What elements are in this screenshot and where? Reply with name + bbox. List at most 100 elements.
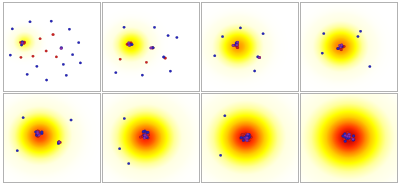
Circle shape xyxy=(346,137,348,140)
Circle shape xyxy=(127,43,130,46)
Circle shape xyxy=(343,45,345,48)
Circle shape xyxy=(146,133,149,135)
Circle shape xyxy=(68,28,71,30)
Circle shape xyxy=(344,140,347,142)
Circle shape xyxy=(151,47,154,49)
Circle shape xyxy=(36,132,39,134)
Circle shape xyxy=(129,44,131,46)
Circle shape xyxy=(118,148,121,150)
Circle shape xyxy=(248,133,250,136)
Circle shape xyxy=(234,44,237,46)
Circle shape xyxy=(162,56,165,58)
Circle shape xyxy=(146,136,148,139)
Circle shape xyxy=(236,41,239,44)
Circle shape xyxy=(36,132,39,135)
Circle shape xyxy=(348,138,351,140)
Circle shape xyxy=(346,136,348,138)
Circle shape xyxy=(258,56,261,59)
Circle shape xyxy=(348,133,350,136)
Circle shape xyxy=(169,70,172,72)
Circle shape xyxy=(22,116,24,119)
Circle shape xyxy=(176,36,178,39)
Circle shape xyxy=(244,137,247,139)
Circle shape xyxy=(224,115,226,117)
Circle shape xyxy=(348,137,350,139)
Circle shape xyxy=(236,44,239,46)
Circle shape xyxy=(336,47,339,50)
Circle shape xyxy=(246,138,249,140)
Circle shape xyxy=(219,154,222,156)
Circle shape xyxy=(59,141,62,144)
Circle shape xyxy=(345,133,348,135)
Circle shape xyxy=(347,137,350,139)
Circle shape xyxy=(346,135,349,138)
Circle shape xyxy=(62,63,64,66)
Circle shape xyxy=(21,41,24,43)
Circle shape xyxy=(79,62,82,64)
Circle shape xyxy=(235,42,238,44)
Circle shape xyxy=(221,36,224,38)
Circle shape xyxy=(147,133,150,136)
Circle shape xyxy=(40,131,43,133)
Circle shape xyxy=(128,42,130,44)
Circle shape xyxy=(245,137,248,140)
Circle shape xyxy=(234,44,237,47)
Circle shape xyxy=(348,139,351,141)
Circle shape xyxy=(241,134,243,136)
Circle shape xyxy=(58,141,60,144)
Circle shape xyxy=(139,136,142,138)
Circle shape xyxy=(352,139,354,141)
Circle shape xyxy=(145,61,148,63)
Circle shape xyxy=(347,136,350,139)
Circle shape xyxy=(144,136,147,138)
Circle shape xyxy=(256,56,259,58)
Circle shape xyxy=(344,133,346,135)
Circle shape xyxy=(248,135,251,138)
Circle shape xyxy=(114,72,117,74)
Circle shape xyxy=(52,33,54,36)
Circle shape xyxy=(147,137,149,139)
Circle shape xyxy=(346,134,348,137)
Circle shape xyxy=(147,134,150,136)
Circle shape xyxy=(248,139,250,142)
Circle shape xyxy=(340,45,343,48)
Circle shape xyxy=(144,135,146,137)
Circle shape xyxy=(38,131,40,133)
Circle shape xyxy=(34,131,37,133)
Circle shape xyxy=(23,41,26,43)
Circle shape xyxy=(243,137,246,139)
Circle shape xyxy=(144,134,147,137)
Circle shape xyxy=(58,140,60,143)
Circle shape xyxy=(241,133,244,136)
Circle shape xyxy=(236,41,239,44)
Circle shape xyxy=(36,65,38,68)
Circle shape xyxy=(60,47,62,50)
Circle shape xyxy=(246,136,248,139)
Circle shape xyxy=(246,133,249,135)
Circle shape xyxy=(321,52,324,54)
Circle shape xyxy=(369,65,371,68)
Circle shape xyxy=(35,133,38,136)
Circle shape xyxy=(346,137,349,140)
Circle shape xyxy=(342,134,345,137)
Circle shape xyxy=(142,133,145,136)
Circle shape xyxy=(144,134,146,136)
Circle shape xyxy=(20,44,23,46)
Circle shape xyxy=(128,44,130,47)
Circle shape xyxy=(342,45,344,48)
Circle shape xyxy=(232,44,235,47)
Circle shape xyxy=(36,132,38,135)
Circle shape xyxy=(39,38,41,40)
Circle shape xyxy=(144,130,146,132)
Circle shape xyxy=(11,28,14,30)
Circle shape xyxy=(341,46,344,49)
Circle shape xyxy=(246,136,249,138)
Circle shape xyxy=(144,134,146,137)
Circle shape xyxy=(248,136,251,138)
Circle shape xyxy=(71,54,74,56)
Circle shape xyxy=(153,26,156,29)
Circle shape xyxy=(337,47,340,50)
Circle shape xyxy=(26,73,28,75)
Circle shape xyxy=(342,135,345,137)
Circle shape xyxy=(352,135,355,137)
